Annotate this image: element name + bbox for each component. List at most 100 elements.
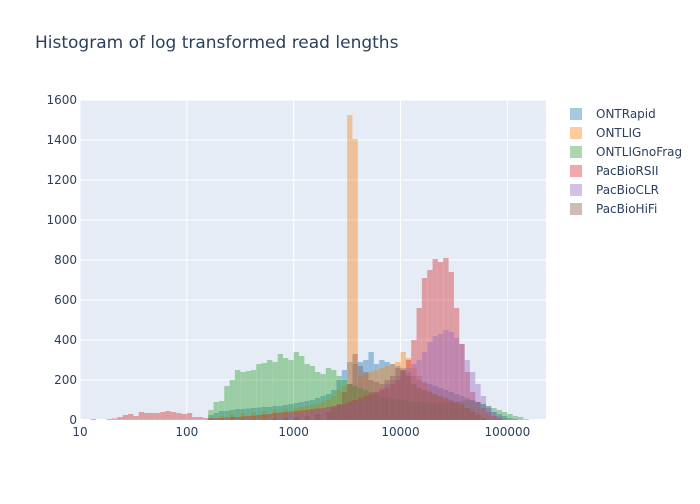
- histogram-bar: [469, 412, 476, 420]
- histogram-bar: [272, 406, 278, 420]
- histogram-bar: [475, 402, 481, 420]
- histogram-bar: [266, 407, 273, 420]
- legend-label: PacBioHiFi: [596, 202, 657, 216]
- legend-label: ONTRapid: [596, 107, 656, 121]
- legend-label: PacBioRSII: [596, 164, 659, 178]
- histogram-bar: [357, 362, 364, 420]
- histogram-bar: [368, 380, 374, 420]
- histogram-bar: [336, 390, 342, 420]
- histogram-bar: [373, 392, 380, 420]
- histogram-bar: [250, 370, 257, 420]
- histogram-bar: [443, 390, 449, 420]
- histogram-bar: [250, 412, 257, 420]
- histogram-bar: [363, 398, 369, 420]
- y-tick-label: 1600: [46, 93, 77, 107]
- histogram-bar: [315, 404, 321, 420]
- histogram-bar: [502, 418, 508, 420]
- histogram-bar: [331, 408, 337, 420]
- histogram-bar: [282, 358, 289, 420]
- histogram-bar: [368, 392, 374, 420]
- histogram-bar: [480, 418, 486, 420]
- histogram-bar: [475, 384, 481, 420]
- histogram-bar: [229, 380, 235, 420]
- histogram-bar: [347, 404, 353, 420]
- histogram-bar: [261, 414, 267, 420]
- histogram-bar: [336, 380, 342, 420]
- series-ONTRapid: [208, 352, 519, 420]
- histogram-bar: [400, 370, 406, 420]
- histogram-bar: [144, 413, 150, 420]
- histogram-bar: [416, 388, 422, 420]
- histogram-bar: [90, 419, 97, 420]
- histogram-bar: [443, 400, 449, 420]
- histogram-bar: [405, 360, 412, 420]
- histogram-bar: [341, 380, 348, 420]
- histogram-bar: [208, 418, 214, 420]
- x-tick-label: 10000: [381, 425, 419, 439]
- histogram-bar: [496, 418, 503, 420]
- histogram-bar: [133, 416, 139, 420]
- legend: ONTRapid ONTLIG ONTLIGnoFrag PacBioRSII PacB…: [570, 107, 682, 216]
- histogram-bar: [282, 405, 289, 420]
- histogram-bar: [282, 416, 289, 420]
- histogram-bar: [224, 386, 230, 420]
- histogram-bar: [416, 308, 422, 420]
- histogram-bar: [299, 356, 305, 420]
- histogram-bar: [309, 366, 316, 420]
- histogram-bar: [138, 412, 145, 420]
- histogram-bar: [282, 418, 289, 420]
- histogram-bar: [496, 416, 503, 420]
- histogram-bar: [277, 417, 283, 420]
- histogram-bar: [432, 386, 438, 420]
- histogram-bar: [293, 417, 300, 420]
- histogram-bar: [491, 416, 497, 420]
- histogram-bar: [261, 363, 267, 420]
- histogram-bar: [448, 402, 454, 420]
- histogram-bar: [389, 398, 396, 420]
- histogram-bar: [502, 412, 508, 420]
- histogram-bar: [453, 401, 460, 420]
- histogram-bar: [453, 338, 460, 420]
- histogram-bar: [352, 364, 358, 420]
- histogram-bar: [395, 368, 401, 420]
- legend-item[interactable]: ONTLIG: [570, 126, 641, 140]
- histogram-bar: [459, 401, 465, 420]
- legend-item[interactable]: PacBioHiFi: [570, 202, 657, 216]
- histogram-bar: [277, 412, 283, 420]
- histogram-bar: [229, 417, 235, 420]
- histogram-bar: [117, 417, 123, 420]
- histogram-bar: [336, 404, 342, 420]
- histogram-bar: [389, 380, 396, 420]
- histogram-bar: [181, 414, 187, 420]
- histogram-bar: [347, 115, 353, 420]
- histogram-bar: [299, 402, 305, 420]
- histogram-bar: [459, 344, 465, 420]
- histogram-bar: [357, 398, 364, 420]
- histogram-bar: [218, 416, 225, 420]
- histogram-bar: [416, 380, 422, 420]
- histogram-bar: [245, 371, 251, 420]
- histogram-bar: [170, 412, 177, 420]
- histogram-bar: [347, 384, 353, 420]
- legend-item[interactable]: ONTLIGnoFrag: [570, 145, 682, 159]
- histogram-bar: [368, 396, 374, 420]
- legend-swatch: [570, 203, 582, 215]
- histogram-bar: [160, 412, 166, 420]
- histogram-bar: [325, 400, 332, 420]
- histogram-bar: [464, 400, 470, 420]
- legend-item[interactable]: PacBioCLR: [570, 183, 659, 197]
- legend-item[interactable]: PacBioRSII: [570, 164, 659, 178]
- histogram-bar: [384, 362, 390, 420]
- histogram-bar: [112, 418, 118, 420]
- histogram-bar: [475, 402, 481, 420]
- histogram-bar: [427, 384, 433, 420]
- histogram-bar: [325, 368, 332, 420]
- histogram-bar: [363, 396, 369, 420]
- histogram-bar: [208, 410, 214, 420]
- histogram-bar: [491, 408, 497, 420]
- legend-item[interactable]: ONTRapid: [570, 107, 656, 121]
- histogram-bar: [304, 416, 310, 420]
- histogram-bar: [272, 413, 278, 420]
- histogram-bar: [363, 374, 369, 420]
